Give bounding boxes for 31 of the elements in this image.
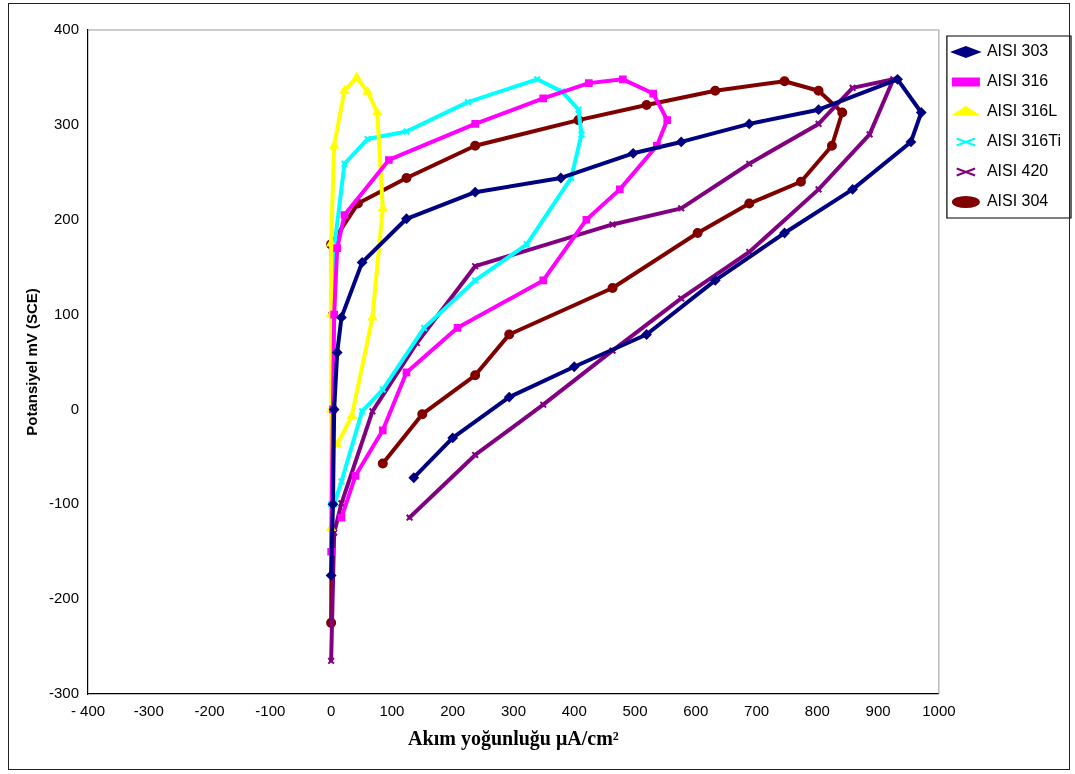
x-tick-label: 400 bbox=[561, 702, 587, 720]
y-tick-label: 0 bbox=[70, 399, 80, 417]
x-tick-label: 300 bbox=[500, 702, 526, 720]
legend-label: AISI 316 bbox=[986, 72, 1049, 90]
x-tick-label: 800 bbox=[804, 702, 830, 720]
y-tick-label: -300 bbox=[48, 684, 80, 702]
x-axis-title: Akım yoğunluğu μA/cm² bbox=[408, 727, 619, 751]
legend-label: AISI 304 bbox=[986, 192, 1049, 210]
y-axis-title: Potansiyel mV (SCE) bbox=[23, 288, 41, 436]
legend-label: AISI 420 bbox=[986, 162, 1049, 180]
x-tick-label: 900 bbox=[865, 702, 891, 720]
y-tick-label: 300 bbox=[53, 115, 80, 132]
y-tick-label: 200 bbox=[53, 209, 80, 227]
x-tick-label: -300 bbox=[133, 702, 164, 720]
x-tick-label: 1000 bbox=[922, 702, 956, 720]
x-tick-label: 700 bbox=[744, 702, 770, 720]
y-tick-label: 400 bbox=[53, 20, 80, 38]
x-tick-label: 0 bbox=[326, 702, 336, 720]
y-tick-label: 100 bbox=[53, 304, 80, 322]
legend-label: AISI 316Ti bbox=[986, 132, 1061, 150]
x-tick-label: -200 bbox=[194, 702, 225, 720]
x-tick-label: 600 bbox=[683, 702, 709, 720]
x-tick-label: -100 bbox=[255, 702, 286, 720]
x-tick-label: - 400 bbox=[70, 702, 106, 720]
legend-label: AISI 303 bbox=[986, 42, 1049, 60]
x-tick-label: 200 bbox=[440, 702, 466, 720]
y-tick-label: -100 bbox=[48, 494, 80, 512]
legend-label: AISI 316L bbox=[986, 102, 1058, 120]
y-tick-label: -200 bbox=[48, 589, 80, 607]
x-tick-label: 500 bbox=[622, 702, 648, 720]
x-tick-label: 100 bbox=[379, 702, 405, 720]
